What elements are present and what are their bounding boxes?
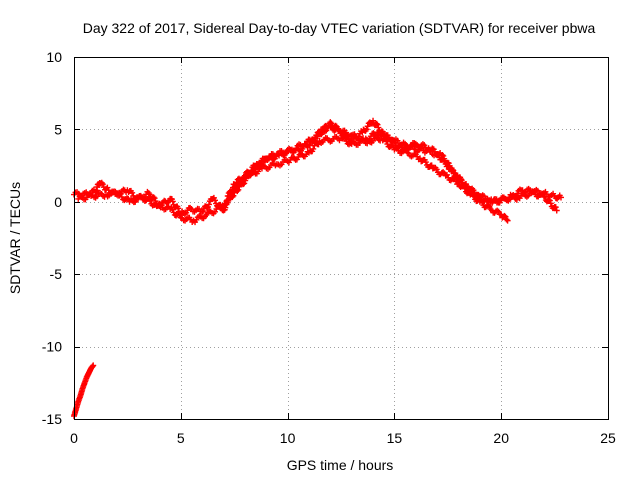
data-point: [429, 145, 436, 152]
data-point: [458, 176, 465, 183]
data-point: [123, 195, 130, 202]
data-point: [463, 181, 470, 188]
data-point: [422, 159, 429, 166]
data-point: [224, 193, 231, 200]
plot-frame: [74, 57, 609, 420]
data-point: [129, 189, 136, 196]
data-point: [324, 124, 331, 131]
x-tick-label: 15: [387, 430, 403, 446]
data-point: [205, 201, 212, 208]
data-point: [200, 208, 207, 215]
data-point: [310, 145, 317, 152]
data-point: [229, 189, 236, 196]
data-point: [230, 186, 237, 193]
y-tick-label: 0: [54, 194, 62, 210]
data-point: [433, 166, 440, 173]
data-point: [175, 205, 182, 212]
data-point: [99, 181, 106, 188]
data-point: [332, 122, 339, 129]
data-point: [503, 216, 510, 223]
data-point: [117, 191, 124, 198]
data-point: [224, 199, 231, 206]
x-tick-label: 5: [177, 430, 185, 446]
data-point: [169, 206, 176, 213]
data-point: [199, 208, 206, 215]
data-point: [302, 141, 309, 148]
x-tick-label: 20: [493, 430, 509, 446]
y-tick-label: -15: [42, 411, 62, 427]
data-point: [242, 175, 249, 182]
data-point: [552, 204, 559, 211]
data-point: [169, 198, 176, 205]
data-point: [391, 139, 398, 146]
data-point: [540, 193, 547, 200]
data-point: [452, 170, 459, 177]
data-point: [145, 190, 152, 197]
series-track-b: [75, 133, 511, 226]
data-point: [470, 187, 477, 194]
data-point: [373, 120, 380, 127]
data-point: [146, 191, 153, 198]
data-point: [375, 124, 382, 131]
data-point: [553, 207, 560, 214]
data-point: [228, 190, 235, 197]
y-tick-label: -5: [50, 266, 63, 282]
data-point: [211, 197, 218, 204]
data-point: [259, 161, 266, 168]
data-point: [366, 136, 373, 143]
data-point: [374, 121, 381, 128]
data-point: [150, 194, 157, 201]
data-point: [443, 171, 450, 178]
data-point: [252, 166, 259, 173]
data-point: [441, 155, 448, 162]
data-point: [176, 211, 183, 218]
data-point: [541, 194, 548, 201]
data-point: [446, 162, 453, 169]
x-axis-label: GPS time / hours: [287, 457, 394, 473]
x-tick-label: 25: [600, 430, 616, 446]
axis-ticks: 0 5 10 15 20 25 -15 -10 -5 0 5 10: [42, 49, 616, 446]
data-point: [175, 210, 182, 217]
data-point: [147, 197, 154, 204]
data-point: [501, 212, 508, 219]
data-point: [439, 151, 446, 158]
data-point: [363, 126, 370, 133]
data-series: [71, 117, 565, 420]
data-point: [89, 363, 96, 370]
y-tick-label: -10: [42, 339, 62, 355]
data-point: [90, 362, 97, 369]
data-point: [558, 194, 565, 201]
data-point: [440, 169, 447, 176]
series-track-c: [224, 119, 560, 214]
data-point: [320, 126, 327, 133]
y-tick-label: 5: [54, 121, 62, 137]
grid-lines: [74, 57, 608, 419]
data-point: [440, 152, 447, 159]
data-point: [547, 200, 554, 207]
data-point: [370, 117, 377, 124]
data-point: [333, 123, 340, 130]
data-point: [502, 213, 509, 220]
y-tick-label: 10: [46, 49, 62, 65]
data-point: [310, 137, 317, 144]
data-point: [327, 119, 334, 126]
data-point: [319, 129, 326, 136]
chart-title: Day 322 of 2017, Sidereal Day-to-day VTE…: [83, 20, 596, 36]
data-point: [328, 120, 335, 127]
data-point: [314, 133, 321, 140]
data-point: [374, 129, 381, 136]
data-point: [151, 195, 158, 202]
data-point: [479, 199, 486, 206]
data-point: [464, 184, 471, 191]
x-tick-label: 0: [70, 430, 78, 446]
data-point: [504, 217, 511, 224]
x-tick-label: 10: [280, 430, 296, 446]
data-point: [364, 123, 371, 130]
y-axis-label: SDTVAR / TECUs: [7, 182, 23, 294]
